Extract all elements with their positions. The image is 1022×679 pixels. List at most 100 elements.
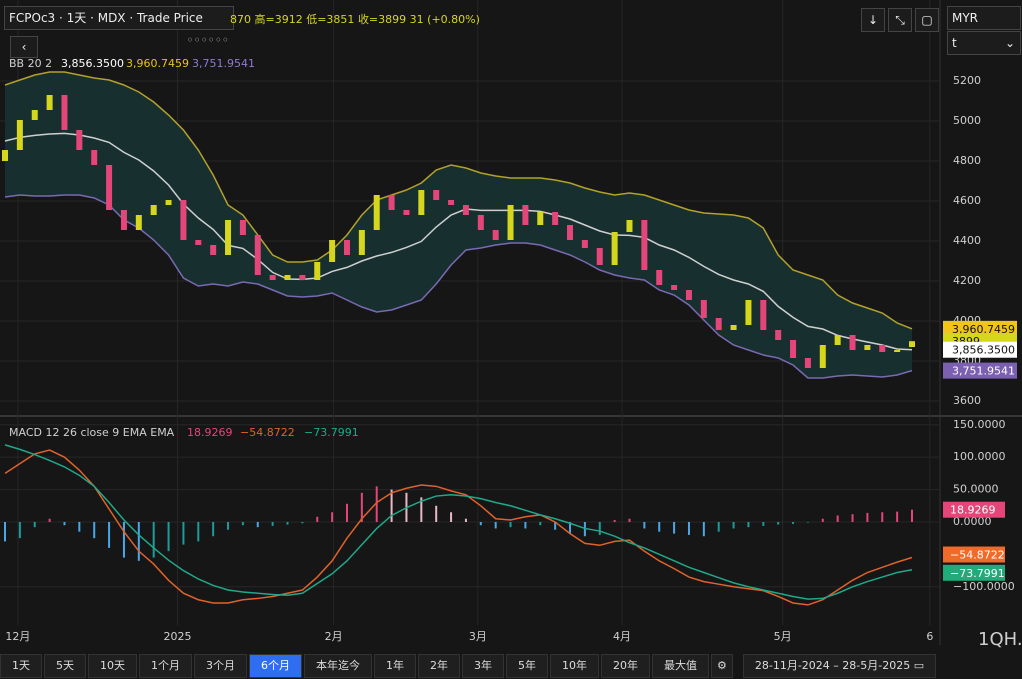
histogram-bar bbox=[509, 521, 512, 528]
candle bbox=[433, 190, 440, 200]
candle bbox=[403, 210, 410, 215]
legend-value: 3,751.9541 bbox=[192, 57, 255, 70]
y-tick-label: 4200 bbox=[953, 274, 981, 287]
histogram-bar bbox=[197, 521, 200, 542]
candle bbox=[522, 205, 529, 225]
currency: MYR bbox=[952, 11, 979, 25]
range-button[interactable]: 6个月 bbox=[249, 653, 302, 678]
macd-line bbox=[4, 444, 913, 600]
field-select[interactable]: t ⌄ bbox=[947, 31, 1021, 55]
candle bbox=[358, 230, 365, 255]
collapse-button[interactable]: ‹ bbox=[10, 36, 38, 58]
range-button[interactable]: 5年 bbox=[506, 653, 548, 678]
histogram-bar bbox=[108, 521, 111, 548]
histogram-bar bbox=[643, 521, 646, 529]
candle bbox=[239, 220, 246, 235]
x-tick-label: 12月 bbox=[5, 630, 30, 643]
price-badge bbox=[943, 362, 1017, 379]
price-badge-text: 3,856.3500 bbox=[952, 344, 1015, 357]
legend-value: −73.7991 bbox=[304, 426, 359, 439]
range-button[interactable]: 3个月 bbox=[194, 653, 247, 678]
candle bbox=[314, 262, 321, 280]
candle bbox=[61, 95, 68, 130]
candle bbox=[879, 345, 886, 352]
histogram-bar bbox=[613, 520, 616, 522]
histogram-bar bbox=[390, 489, 393, 522]
candle bbox=[537, 212, 544, 225]
range-button[interactable]: 3年 bbox=[462, 653, 504, 678]
candle bbox=[581, 240, 588, 248]
candle bbox=[567, 225, 574, 240]
ohlc: 870 高=3912 低=3851 收=3899 31 (+0.80%) bbox=[230, 11, 480, 27]
histogram-bar bbox=[63, 521, 66, 526]
candle bbox=[448, 200, 455, 205]
histogram-bar bbox=[212, 521, 215, 537]
symbol-box[interactable]: FCPOc3 · 1天 · MDX · Trade Price ◦◦◦◦◦◦ bbox=[4, 6, 234, 47]
histogram-bar bbox=[821, 518, 824, 522]
x-tick-label: 2025 bbox=[163, 630, 191, 643]
x-tick-label: 6 bbox=[926, 630, 933, 643]
histogram-bar bbox=[375, 486, 378, 522]
fullscreen-button[interactable]: ▢ bbox=[915, 8, 939, 32]
ohlc-item: 收=3899 bbox=[357, 13, 407, 26]
y-tick-label: 3600 bbox=[953, 394, 981, 407]
candle bbox=[46, 95, 53, 110]
candle bbox=[507, 205, 514, 240]
range-button[interactable]: 最大值 bbox=[652, 653, 709, 678]
x-tick-label: 3月 bbox=[469, 630, 487, 643]
range-button[interactable]: 5天 bbox=[44, 653, 86, 678]
histogram-bar bbox=[717, 521, 720, 532]
collapse-all-button[interactable]: ⤡ bbox=[888, 8, 912, 32]
range-button[interactable]: 1天 bbox=[0, 653, 42, 678]
date-range[interactable]: 28-11月-2024 – 28-5月-2025 ▭ bbox=[742, 653, 937, 678]
histogram-bar bbox=[435, 505, 438, 522]
price-badge bbox=[943, 320, 1017, 337]
value-badge bbox=[943, 501, 1005, 518]
histogram-bar bbox=[747, 521, 750, 528]
y-tick-label: 5200 bbox=[953, 74, 981, 87]
candle bbox=[700, 300, 707, 318]
histogram-bar bbox=[152, 521, 155, 558]
histogram-bar bbox=[702, 521, 705, 537]
candle bbox=[477, 215, 484, 230]
y-tick-label: 0.0000 bbox=[953, 515, 992, 528]
candle bbox=[31, 110, 38, 120]
x-tick-label: 4月 bbox=[613, 630, 631, 643]
candle bbox=[135, 215, 142, 230]
y-tick-label: 100.0000 bbox=[953, 450, 1006, 463]
range-button[interactable]: 10天 bbox=[88, 653, 137, 678]
range-button[interactable]: 1年 bbox=[374, 653, 416, 678]
date-range-text: 28-11月-2024 – 28-5月-2025 bbox=[754, 658, 911, 672]
candle bbox=[804, 358, 811, 368]
candle bbox=[91, 150, 98, 165]
down-button[interactable]: ↓ bbox=[861, 8, 885, 32]
y-tick-label: 4400 bbox=[953, 234, 981, 247]
legend-title: MACD 12 26 close 9 EMA EMA bbox=[9, 426, 175, 439]
toolbar: 1天 5天 10天 1个月 3个月 6个月 本年迄今 1年 2年 3年 5年 10年 20年 最大值 ⚙ 28… bbox=[0, 652, 1022, 679]
range-button[interactable]: 20年 bbox=[601, 653, 650, 678]
candle bbox=[254, 235, 261, 275]
histogram-bar bbox=[4, 521, 6, 542]
candle bbox=[343, 240, 350, 255]
currency-select[interactable]: MYR bbox=[947, 6, 1021, 30]
histogram-bar bbox=[78, 521, 81, 532]
candle bbox=[2, 150, 8, 161]
histogram-bar bbox=[122, 521, 125, 558]
histogram-bar bbox=[673, 521, 676, 534]
settings-button[interactable]: ⚙ bbox=[711, 653, 733, 678]
histogram-bar bbox=[479, 521, 482, 526]
y-tick-label: 4800 bbox=[953, 154, 981, 167]
candle bbox=[671, 285, 678, 290]
range-button[interactable]: 2年 bbox=[418, 653, 460, 678]
histogram-bar bbox=[658, 521, 661, 532]
histogram-bar bbox=[450, 512, 453, 522]
histogram-bar bbox=[241, 521, 244, 526]
range-button[interactable]: 本年迄今 bbox=[304, 653, 372, 678]
price-badge-text: 3,960.7459 bbox=[952, 323, 1015, 336]
candle bbox=[909, 341, 915, 347]
more[interactable]: ◦◦◦◦◦◦ bbox=[186, 33, 229, 47]
ohlc-item: 31 (+0.80%) bbox=[409, 13, 480, 26]
range-button[interactable]: 10年 bbox=[550, 653, 599, 678]
histogram-bar bbox=[167, 521, 170, 552]
range-button[interactable]: 1个月 bbox=[139, 653, 192, 678]
